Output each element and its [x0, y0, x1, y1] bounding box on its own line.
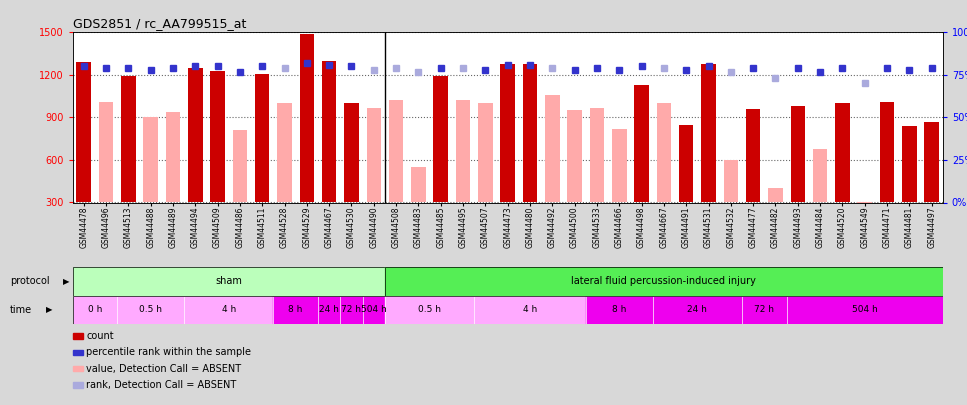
Bar — [653, 296, 742, 324]
Bar — [474, 296, 586, 324]
Bar — [478, 103, 492, 202]
Bar — [455, 100, 470, 202]
Bar — [568, 110, 582, 202]
Bar — [99, 102, 113, 202]
Bar — [545, 95, 560, 202]
Bar — [924, 122, 939, 202]
Bar — [813, 149, 828, 202]
Text: 72 h: 72 h — [341, 305, 362, 314]
Bar — [184, 296, 274, 324]
Bar — [653, 296, 742, 324]
Bar — [385, 267, 943, 296]
Bar — [586, 296, 653, 324]
Bar — [278, 103, 292, 202]
Bar — [385, 267, 943, 296]
Bar — [657, 103, 671, 202]
Bar — [586, 296, 653, 324]
Text: sham: sham — [216, 277, 242, 286]
Bar — [73, 267, 385, 296]
Bar — [274, 296, 318, 324]
Bar — [188, 68, 202, 202]
Bar — [786, 296, 943, 324]
Bar — [742, 296, 786, 324]
Text: 8 h: 8 h — [612, 305, 627, 314]
Bar — [902, 126, 917, 202]
Text: 504 h: 504 h — [852, 305, 878, 314]
Text: 0.5 h: 0.5 h — [418, 305, 441, 314]
Text: 0.5 h: 0.5 h — [139, 305, 162, 314]
Bar — [340, 296, 363, 324]
Bar — [634, 85, 649, 202]
Text: ▶: ▶ — [46, 305, 53, 314]
Bar — [701, 64, 716, 202]
Bar — [411, 167, 425, 202]
Text: 8 h: 8 h — [288, 305, 303, 314]
Bar — [474, 296, 586, 324]
Bar — [143, 117, 158, 202]
Text: GDS2851 / rc_AA799515_at: GDS2851 / rc_AA799515_at — [73, 17, 246, 30]
Bar — [366, 107, 381, 202]
Bar — [363, 296, 385, 324]
Bar — [121, 76, 135, 202]
Bar — [523, 64, 538, 202]
Bar — [363, 296, 385, 324]
Text: value, Detection Call = ABSENT: value, Detection Call = ABSENT — [86, 364, 241, 373]
Text: 24 h: 24 h — [319, 305, 339, 314]
Text: 504 h: 504 h — [361, 305, 387, 314]
Text: 72 h: 72 h — [754, 305, 775, 314]
Text: 4 h: 4 h — [221, 305, 236, 314]
Bar — [318, 296, 340, 324]
Bar — [835, 103, 850, 202]
Bar — [590, 107, 604, 202]
Bar — [344, 103, 359, 202]
Bar — [300, 34, 314, 202]
Bar — [723, 160, 738, 202]
Bar — [117, 296, 184, 324]
Bar — [210, 71, 224, 202]
Text: 0 h: 0 h — [88, 305, 103, 314]
Bar — [746, 109, 760, 202]
Bar — [501, 64, 514, 202]
Bar — [73, 296, 117, 324]
Bar — [389, 100, 403, 202]
Bar — [318, 296, 340, 324]
Text: lateral fluid percussion-induced injury: lateral fluid percussion-induced injury — [571, 277, 756, 286]
Bar — [274, 296, 318, 324]
Bar — [322, 61, 337, 202]
Text: rank, Detection Call = ABSENT: rank, Detection Call = ABSENT — [86, 380, 236, 390]
Bar — [385, 296, 474, 324]
Bar — [165, 112, 180, 202]
Bar — [117, 296, 184, 324]
Bar — [858, 202, 872, 204]
Text: protocol: protocol — [10, 277, 49, 286]
Bar — [184, 296, 274, 324]
Bar — [255, 74, 270, 202]
Bar — [233, 130, 248, 202]
Text: count: count — [86, 331, 114, 341]
Bar — [791, 106, 805, 202]
Bar — [768, 188, 782, 202]
Bar — [679, 124, 693, 202]
Text: time: time — [10, 305, 32, 315]
Bar — [612, 129, 627, 202]
Bar — [433, 76, 448, 202]
Text: 4 h: 4 h — [523, 305, 537, 314]
Text: ▶: ▶ — [63, 277, 70, 286]
Text: percentile rank within the sample: percentile rank within the sample — [86, 347, 251, 357]
Bar — [742, 296, 786, 324]
Bar — [76, 62, 91, 202]
Bar — [340, 296, 363, 324]
Bar — [385, 296, 474, 324]
Bar — [880, 102, 894, 202]
Bar — [786, 296, 943, 324]
Bar — [73, 267, 385, 296]
Text: 24 h: 24 h — [688, 305, 707, 314]
Bar — [73, 296, 117, 324]
